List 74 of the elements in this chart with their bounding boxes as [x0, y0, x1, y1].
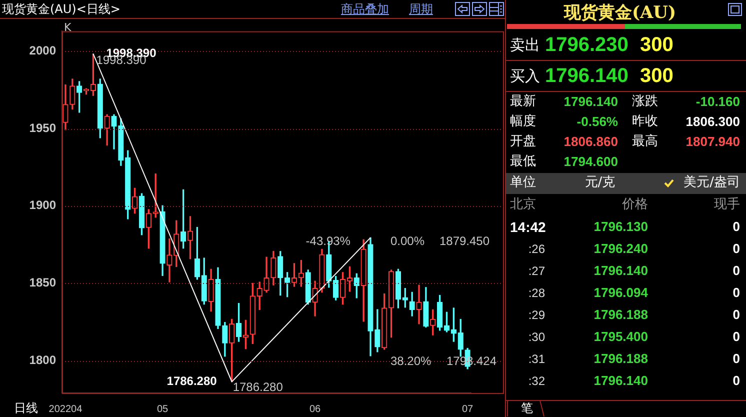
- text: 0: [732, 306, 740, 324]
- chart-title: 现货黄金(AU)<日线>: [2, 1, 120, 18]
- annotation: 1879.450: [439, 234, 490, 248]
- text: 1796.130: [594, 218, 648, 236]
- text: 最新: [510, 93, 536, 111]
- text: 价格: [622, 196, 648, 214]
- y-tick-label: 1800: [29, 352, 56, 367]
- text: 1807.940: [686, 133, 740, 151]
- text: 1796.140: [594, 372, 648, 390]
- text: 单位: [510, 174, 536, 192]
- text: 元/克: [584, 174, 616, 192]
- annotation: 1786.280: [232, 380, 284, 394]
- y-tick-label: 1950: [29, 120, 56, 135]
- text: 开盘: [510, 133, 536, 151]
- candlestick: [416, 284, 422, 324]
- text: 0: [732, 350, 740, 368]
- text: 0: [732, 328, 740, 346]
- text: 1796.188: [594, 306, 648, 324]
- text: 买入: [510, 67, 540, 85]
- text: 涨跌: [632, 93, 658, 111]
- text: :31: [528, 351, 545, 368]
- annotation: 38.20%: [390, 354, 432, 368]
- candlestick: [166, 238, 172, 282]
- y-tick-label: 1850: [29, 276, 56, 290]
- text: :32: [528, 373, 545, 390]
- text: 商品叠加: [341, 1, 389, 18]
- text: 1796.140: [594, 262, 648, 280]
- text: 最低: [510, 153, 536, 171]
- text: 0: [732, 262, 740, 280]
- text: 1796.094: [594, 284, 648, 302]
- text: 1795.400: [594, 328, 648, 346]
- annotation: 1786.280: [166, 374, 218, 388]
- text: 幅度: [510, 113, 536, 131]
- text: 周期: [409, 1, 433, 18]
- text: :29: [528, 307, 545, 324]
- text: 0: [732, 240, 740, 258]
- text: 1796.140: [545, 64, 628, 88]
- x-tick-label: 202204: [48, 404, 83, 415]
- text: 14:42: [510, 218, 546, 236]
- text: 美元/盎司: [684, 174, 740, 192]
- text: 1806.300: [686, 113, 740, 131]
- text: :26: [528, 241, 545, 258]
- text: 0: [732, 372, 740, 390]
- text: 日线: [14, 400, 38, 417]
- text: 现手: [714, 196, 740, 214]
- x-tick-label: 07: [462, 404, 474, 415]
- text: 北京: [510, 196, 536, 214]
- text: 1794.600: [564, 153, 618, 171]
- annotation: K: [64, 20, 72, 36]
- text: -10.160: [696, 93, 740, 111]
- y-tick-label: 1900: [29, 198, 56, 212]
- text: 1806.860: [564, 133, 618, 151]
- text: 最高: [632, 133, 658, 151]
- y-tick-label: 2000: [29, 44, 56, 58]
- text: 0: [732, 284, 740, 302]
- text: 1796.188: [594, 350, 648, 368]
- text: :30: [528, 329, 545, 346]
- text: 现货黄金(AU): [564, 2, 676, 25]
- text: 1796.230: [545, 33, 628, 57]
- text: 1796.240: [594, 240, 648, 258]
- x-tick-label: 06: [309, 404, 322, 415]
- text: 0: [732, 218, 740, 236]
- text: 笔: [521, 400, 533, 417]
- text: -0.56%: [576, 113, 618, 131]
- text: :27: [528, 263, 545, 280]
- text: 卖出: [510, 36, 540, 54]
- text: 1796.140: [564, 93, 618, 111]
- text: 300: [640, 64, 674, 88]
- annotation: 0.00%: [390, 234, 425, 248]
- text: 昨收: [632, 113, 658, 131]
- text: :28: [528, 285, 545, 302]
- x-tick-label: 05: [156, 404, 169, 415]
- annotation: -43.93%: [306, 234, 351, 248]
- text: 300: [640, 33, 674, 57]
